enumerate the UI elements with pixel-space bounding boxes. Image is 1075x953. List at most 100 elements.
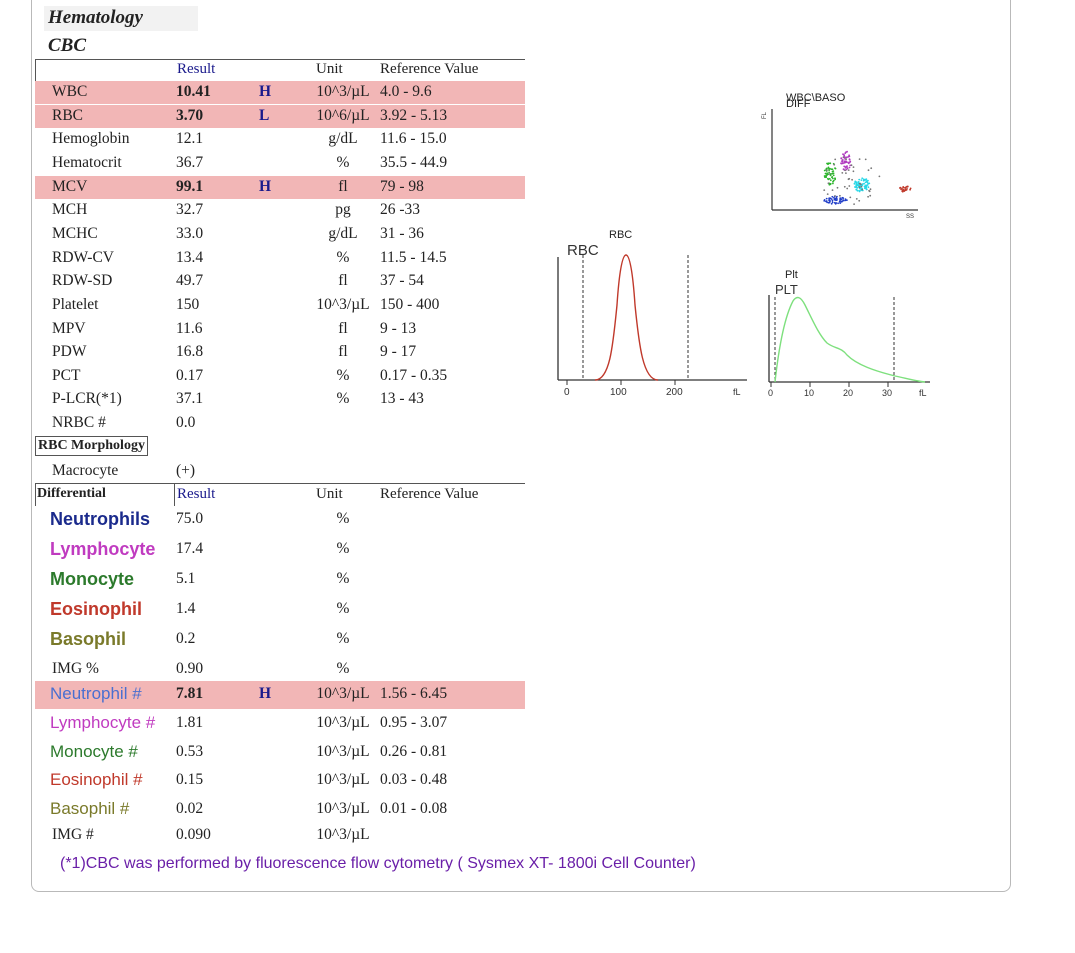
rbc-hist-tick-label: fL <box>733 387 741 397</box>
subsection-title: CBC <box>48 35 87 56</box>
scatter-point <box>846 187 849 190</box>
scatter-point <box>830 198 833 200</box>
scatter-point <box>869 194 872 197</box>
cbc-row-platelet: Platelet 150 10^3/µL 150 - 400 <box>35 294 525 317</box>
diff-cell-result: 0.2 <box>176 630 196 647</box>
scatter-point <box>868 190 871 193</box>
scatter-point <box>864 158 867 161</box>
scatter-point <box>846 167 849 170</box>
diff-cell-unit: % <box>336 630 350 647</box>
cbc-row-rdw-sd: RDW-SD 49.7 fl 37 - 54 <box>35 270 525 293</box>
scatter-point <box>827 166 830 169</box>
diff-abs-row-monocyte: Monocyte # 0.53 10^3/µL 0.26 - 0.81 <box>35 739 525 767</box>
cbc-unit: 10^3/µL <box>316 83 370 100</box>
diff-cell-name: Monocyte <box>50 569 135 589</box>
scatter-point <box>828 169 830 172</box>
scatter-point <box>858 184 861 186</box>
scatter-point <box>858 187 861 190</box>
scatter-point <box>828 183 831 186</box>
scatter-point <box>843 165 846 168</box>
diff-abs-flag: H <box>259 685 272 702</box>
cbc-test-name: RDW-CV <box>52 248 114 266</box>
diff-abs-result: 7.81 <box>176 685 204 702</box>
section-title: Hematology <box>48 7 143 28</box>
scatter-point <box>841 196 844 199</box>
scatter-point <box>844 166 847 168</box>
scatter-point <box>827 182 830 185</box>
scatter-point <box>846 199 848 201</box>
diff-cell-unit: % <box>336 540 350 557</box>
scatter-point <box>840 198 843 201</box>
rbc-histogram: RBC RBC 0 100 200 fL <box>557 229 747 398</box>
cbc-unit: fl <box>338 343 348 361</box>
scatter-point <box>826 169 828 171</box>
morphology-row: Macrocyte (+) <box>35 460 525 483</box>
cbc-row-mpv: MPV 11.6 fl 9 - 13 <box>35 318 525 341</box>
cbc-unit: % <box>336 153 350 171</box>
morphology-value: (+) <box>176 462 196 479</box>
img-pct-name: IMG % <box>52 660 99 677</box>
scatter-point <box>838 200 841 203</box>
scatter-point <box>826 201 828 204</box>
cbc-test-name: MPV <box>52 319 86 337</box>
cbc-test-name: WBC <box>52 83 88 100</box>
footnote: (*1)CBC was performed by fluorescence fl… <box>60 855 696 872</box>
cbc-reference: 9 - 17 <box>380 343 417 361</box>
diff-abs-unit: 10^3/µL <box>316 771 370 789</box>
diff-cell-name: Basophil <box>50 629 127 649</box>
scatter-point <box>847 178 850 181</box>
scatter-point <box>853 182 856 185</box>
scatter-point <box>834 158 837 161</box>
diff-cell-result: 1.4 <box>176 600 196 617</box>
scatter-point <box>900 188 902 191</box>
scatter-point <box>834 178 836 181</box>
cbc-reference: 3.92 - 5.13 <box>380 106 448 124</box>
diff-abs-reference: 0.01 - 0.08 <box>380 800 448 818</box>
scatter-point <box>858 189 861 192</box>
scatter-point <box>909 188 911 191</box>
diff-abs-name: Eosinophil # <box>50 770 143 790</box>
scatter-point <box>847 169 850 171</box>
diff-abs-result: 0.15 <box>176 771 204 789</box>
scatter-point <box>865 188 868 191</box>
scatter-point <box>856 189 859 192</box>
cbc-result: 3.70 <box>176 106 204 124</box>
cbc-header-top-rule <box>35 59 525 60</box>
scatter-point <box>867 169 870 172</box>
diff-pct-row-neutrophils: Neutrophils 75.0% <box>35 505 525 535</box>
diff-header-left-rule <box>35 483 36 506</box>
scatter-point <box>826 162 828 165</box>
scatter-point <box>828 198 831 201</box>
scatter-point <box>831 189 834 191</box>
scatter-point <box>848 154 850 157</box>
diff-abs-name: Monocyte # <box>50 741 138 761</box>
scatter-point <box>905 189 908 191</box>
scatter-point <box>835 199 838 201</box>
scatter-point <box>826 193 829 195</box>
scatter-point <box>833 163 836 166</box>
cbc-row-wbc: WBC 10.41 H 10^3/µL 4.0 - 9.6 <box>35 81 525 104</box>
cbc-header-reference: Reference Value <box>380 61 479 77</box>
cbc-reference: 9 - 13 <box>380 319 417 337</box>
scatter-point <box>848 161 850 164</box>
scatter-point <box>870 167 873 170</box>
scatter-point <box>840 157 843 160</box>
diff-cell-result: 5.1 <box>176 570 196 587</box>
scatter-point <box>903 190 906 192</box>
scatter-point <box>823 175 826 177</box>
scatter-point <box>842 162 844 165</box>
cbc-unit: g/dL <box>328 130 358 148</box>
scatter-point <box>825 197 828 200</box>
scatter-point <box>835 202 838 204</box>
plt-hist-curve <box>774 296 926 383</box>
scatter-point <box>828 201 831 204</box>
diff-pct-row-monocyte: Monocyte 5.1% <box>35 565 525 595</box>
diff-cell-name: Neutrophils <box>50 509 151 529</box>
scatter-point <box>837 202 839 205</box>
scatter-point <box>832 177 834 180</box>
img-abs-unit: 10^3/µL <box>316 826 370 843</box>
scatter-point <box>844 161 847 164</box>
scatter-point <box>828 173 831 175</box>
diff-abs-unit: 10^3/µL <box>316 685 370 702</box>
